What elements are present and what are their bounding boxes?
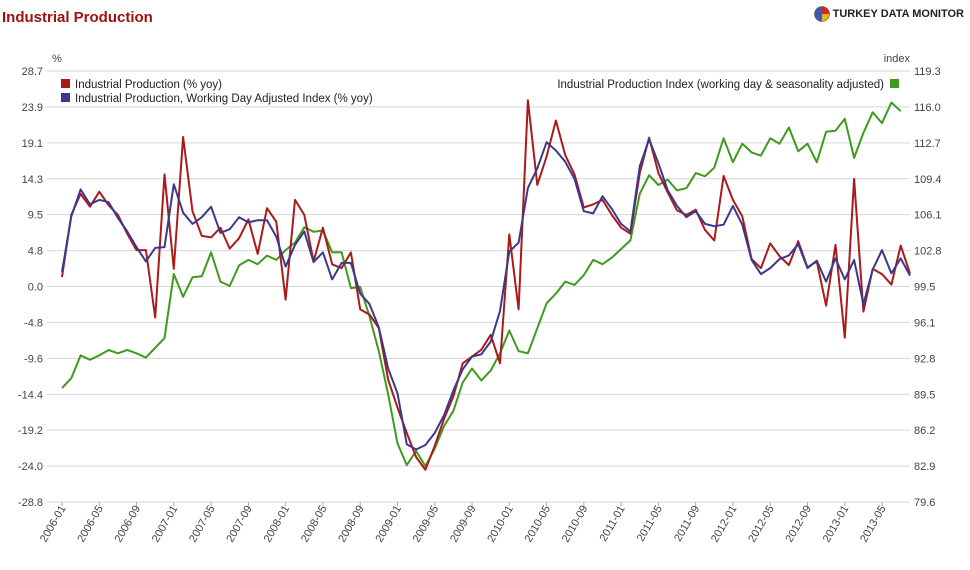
right-tick-label: 99.5 xyxy=(914,282,935,294)
right-tick-label: 116.0 xyxy=(914,102,941,114)
left-tick-label: -9.6 xyxy=(24,353,43,365)
left-tick-label: -28.8 xyxy=(18,497,43,509)
series-line-blue xyxy=(61,138,911,451)
left-axis: 28.7 23.9 19.1 14.3 9.5 4.8 0.0 -4.8 -9.6 -14.4 -1… xyxy=(18,66,43,509)
x-tick-label: 2013-05 xyxy=(858,504,889,545)
x-tick-label: 2008-05 xyxy=(299,504,330,545)
x-tick-label: 2008-09 xyxy=(336,504,367,545)
x-tick-label: 2013-01 xyxy=(821,504,852,545)
left-tick-label: 14.3 xyxy=(22,174,43,186)
x-tick-label: 2007-05 xyxy=(187,504,218,545)
x-tick-label: 2009-05 xyxy=(411,504,442,545)
x-tick-label: 2012-01 xyxy=(709,504,740,545)
right-tick-label: 79.6 xyxy=(914,497,935,509)
x-tick-label: 2007-09 xyxy=(224,504,255,545)
x-tick-label: 2010-05 xyxy=(523,504,554,545)
left-tick-label: -24.0 xyxy=(18,461,43,473)
left-tick-label: -14.4 xyxy=(18,389,43,401)
grid-lines xyxy=(47,70,910,503)
x-tick-label: 2010-09 xyxy=(560,504,591,545)
legend-swatch-red xyxy=(61,79,70,88)
x-tick-label: 2008-01 xyxy=(262,504,293,545)
x-tick-label: 2011-05 xyxy=(635,504,665,544)
x-tick-label: 2012-09 xyxy=(784,504,815,545)
right-tick-label: 86.2 xyxy=(914,425,935,437)
x-axis: 2006-01 2006-05 2006-09 2007-01 2007-05 2007-… xyxy=(38,502,889,544)
left-tick-label: 19.1 xyxy=(22,138,43,150)
brand-name: TURKEY DATA MONITOR xyxy=(832,8,964,20)
legend-label-red: Industrial Production (% yoy) xyxy=(75,79,222,91)
left-tick-label: 4.8 xyxy=(28,246,43,258)
x-tick-label: 2009-09 xyxy=(448,504,479,545)
right-tick-label: 89.5 xyxy=(914,389,935,401)
left-tick-label: 0.0 xyxy=(28,282,43,294)
x-tick-label: 2006-05 xyxy=(75,504,106,545)
x-tick-label: 2009-01 xyxy=(373,504,404,545)
legend-label-blue: Industrial Production, Working Day Adjus… xyxy=(75,93,373,105)
right-tick-label: 82.9 xyxy=(914,461,935,473)
left-tick-label: 9.5 xyxy=(28,210,43,222)
right-tick-label: 92.8 xyxy=(914,353,935,365)
globe-icon xyxy=(813,6,830,22)
right-tick-label: 119.3 xyxy=(914,66,941,78)
right-tick-label: 106.1 xyxy=(914,210,942,222)
x-tick-label: 2010-01 xyxy=(485,504,516,545)
left-tick-label: -4.8 xyxy=(24,317,43,329)
x-tick-label: 2007-01 xyxy=(150,504,181,545)
right-tick-label: 112.7 xyxy=(914,138,941,150)
left-tick-label: -19.2 xyxy=(18,425,43,437)
right-axis-unit: index xyxy=(884,53,911,65)
brand-logo: TURKEY DATA MONITOR xyxy=(813,6,964,22)
chart-title: Industrial Production xyxy=(2,9,153,26)
x-tick-label: 2006-01 xyxy=(38,504,69,545)
right-axis: 119.3 116.0 112.7 109.4 106.1 102.8 99.5 96.1 92… xyxy=(914,66,942,509)
x-tick-label: 2012-05 xyxy=(746,504,777,545)
right-tick-label: 96.1 xyxy=(914,317,935,329)
left-tick-label: 23.9 xyxy=(22,102,43,114)
left-axis-unit: % xyxy=(52,53,62,65)
left-tick-label: 28.7 xyxy=(22,66,43,78)
x-tick-label: 2006-09 xyxy=(113,504,144,545)
legend: Industrial Production (% yoy) Industrial… xyxy=(61,79,899,105)
series-line-red xyxy=(61,99,911,471)
x-tick-label: 2011-09 xyxy=(672,504,702,544)
legend-swatch-blue xyxy=(61,93,70,102)
legend-swatch-green xyxy=(890,79,899,88)
x-tick-label: 2011-01 xyxy=(598,504,628,544)
right-tick-label: 102.8 xyxy=(914,246,942,258)
series-line-green xyxy=(61,101,902,468)
right-tick-label: 109.4 xyxy=(914,174,942,186)
legend-label-green: Industrial Production Index (working day… xyxy=(557,79,884,91)
series-lines xyxy=(61,99,911,471)
